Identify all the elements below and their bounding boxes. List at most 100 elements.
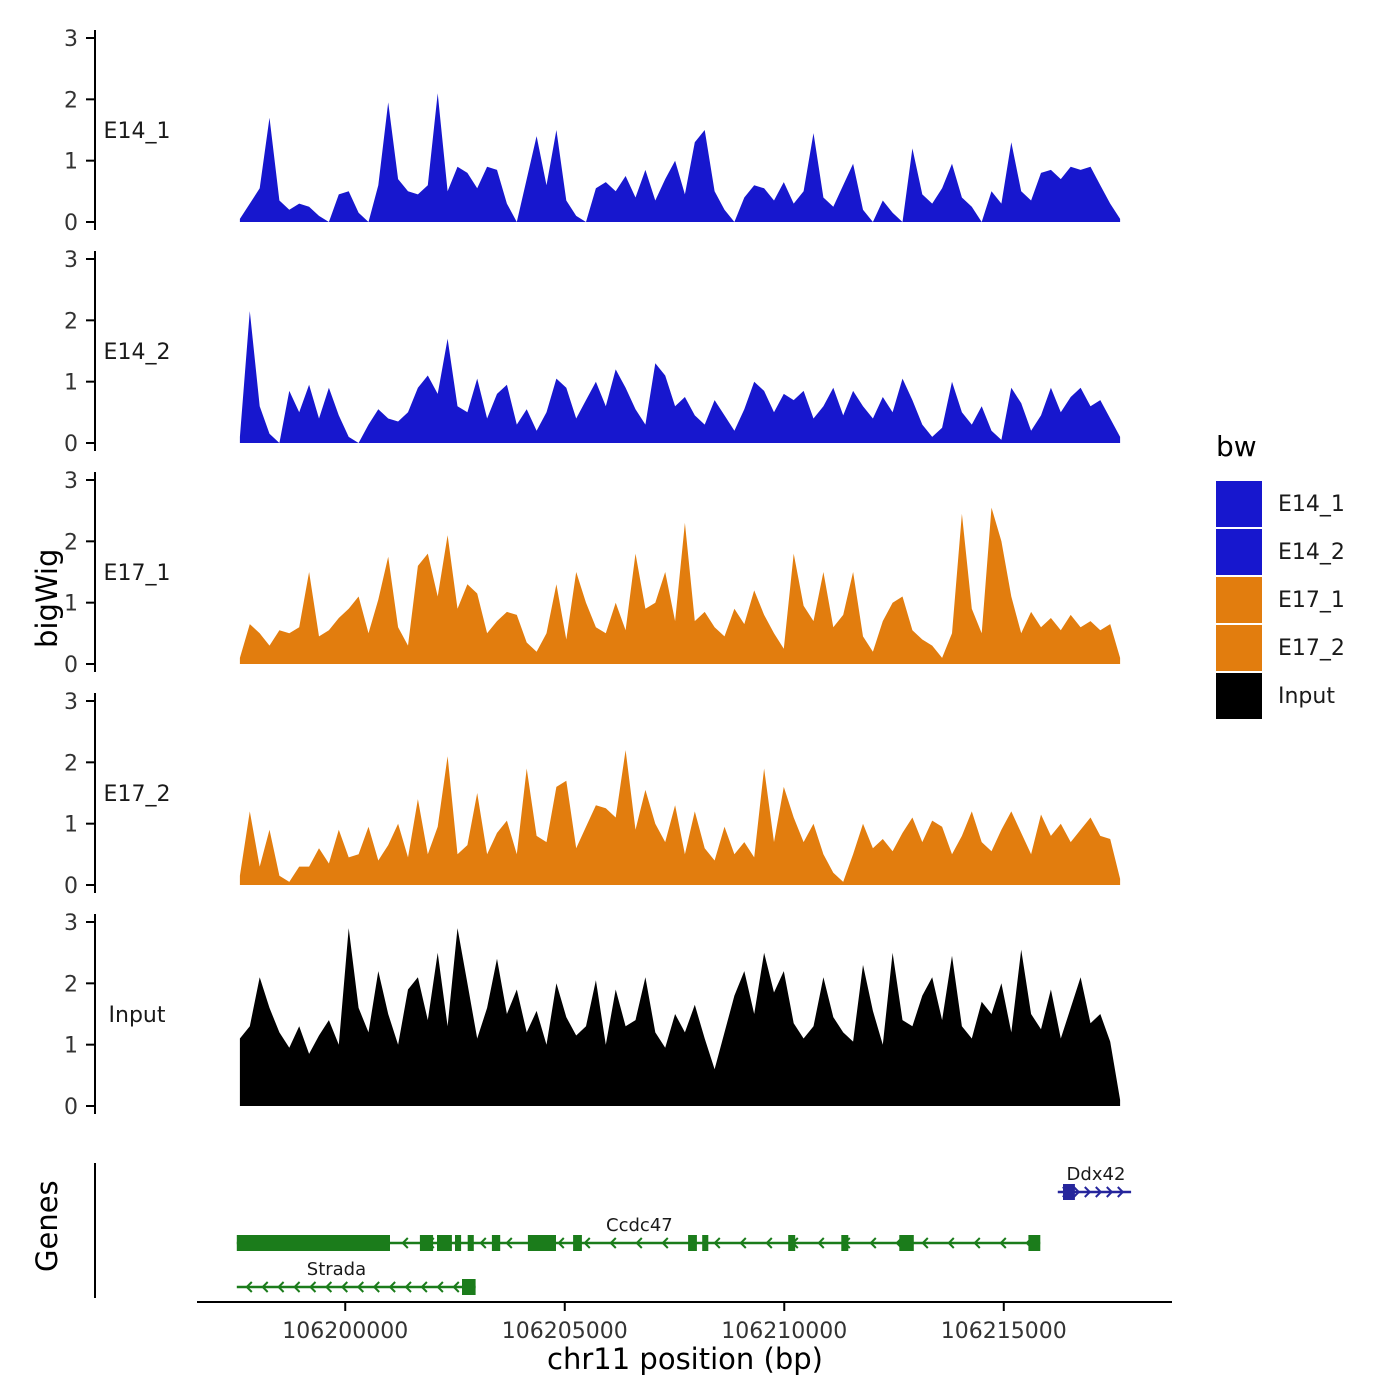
signal-area-E17_1: [239, 507, 1121, 664]
x-tick-label: 106215000: [941, 1319, 1067, 1344]
strand-arrow-icon: [388, 1281, 396, 1293]
gene-name-Ccdc47: Ccdc47: [606, 1215, 673, 1236]
y-tick-label: 2: [64, 751, 78, 776]
strand-arrow-icon: [436, 1281, 444, 1293]
y-tick-label: 0: [64, 653, 78, 678]
y-tick-label: 3: [64, 27, 78, 52]
legend-entry-E14_2: E14_2: [1216, 529, 1345, 575]
gene-Ccdc47: Ccdc47: [236, 1215, 1041, 1251]
legend-label: E14_1: [1278, 491, 1345, 517]
strand-arrow-icon: [635, 1237, 643, 1249]
gene-exon: [419, 1235, 434, 1251]
strand-arrow-icon: [401, 1237, 409, 1249]
strand-arrow-icon: [277, 1281, 285, 1293]
strand-arrow-icon: [713, 1237, 721, 1249]
strand-arrow-icon: [372, 1281, 380, 1293]
legend-swatch: [1216, 577, 1262, 623]
signal-area-E14_2: [239, 311, 1121, 443]
legend-entry-E14_1: E14_1: [1216, 481, 1345, 527]
track-E14_2: 0 1 2 3 E14_2: [64, 248, 1121, 457]
genes-panel-title: Genes: [30, 1180, 64, 1272]
signal-area-E17_2: [239, 750, 1121, 885]
strand-arrow-icon: [921, 1237, 929, 1249]
legend-label: Input: [1278, 683, 1335, 709]
x-axis: 106200000 106205000 106210000 106215000: [197, 1301, 1172, 1344]
y-tick-label: 0: [64, 432, 78, 457]
strand-arrow-icon: [356, 1281, 365, 1293]
strand-arrow-icon: [309, 1281, 317, 1293]
strand-arrow-icon: [1073, 1186, 1081, 1198]
y-tick-label: 3: [64, 248, 78, 273]
strand-arrow-icon: [245, 1281, 253, 1293]
gene-exon: [899, 1235, 914, 1251]
strand-arrow-icon: [999, 1237, 1007, 1249]
strand-arrow-icon: [609, 1237, 617, 1249]
strand-arrow-icon: [1084, 1186, 1092, 1198]
strand-arrow-icon: [479, 1237, 487, 1249]
gene-exon: [236, 1235, 390, 1251]
strand-arrow-icon: [947, 1237, 955, 1249]
gene-exon: [702, 1235, 709, 1251]
y-tick-label: 3: [64, 911, 78, 936]
legend-entry-E17_1: E17_1: [1216, 577, 1345, 623]
legend-entry-E17_2: E17_2: [1216, 625, 1345, 671]
gene-exon: [491, 1235, 501, 1251]
gene-exon: [688, 1235, 697, 1251]
strand-arrow-icon: [817, 1237, 825, 1249]
y-axis-title: bigWig: [30, 548, 64, 648]
y-tick-label: 3: [64, 469, 78, 494]
track-E17_1: 0 1 2 3 E17_1: [64, 469, 1121, 678]
y-tick-label: 1: [64, 813, 78, 838]
legend-label: E17_2: [1278, 635, 1345, 661]
strand-arrow-icon: [661, 1237, 669, 1249]
strand-arrow-icon: [420, 1281, 428, 1293]
x-tick-label: 106210000: [721, 1319, 847, 1344]
legend-entry-Input: Input: [1216, 673, 1345, 719]
genes-panel: Ddx42 Ccdc47 Strada: [94, 1163, 1132, 1298]
gene-exon: [462, 1279, 476, 1295]
y-tick-label: 2: [64, 88, 78, 113]
y-tick-label: 0: [64, 1095, 78, 1120]
legend-label: E14_2: [1278, 539, 1345, 565]
legend-swatch: [1216, 529, 1262, 575]
track-label-E17_2: E17_2: [104, 782, 171, 807]
track-label-Input: Input: [109, 1003, 166, 1028]
strand-arrow-icon: [739, 1237, 747, 1249]
legend-swatch: [1216, 673, 1262, 719]
y-tick-label: 0: [64, 874, 78, 899]
gene-exon: [788, 1235, 796, 1251]
gene-exon: [527, 1235, 556, 1251]
strand-arrow-icon: [1106, 1186, 1114, 1198]
track-label-E14_1: E14_1: [104, 119, 171, 144]
strand-arrow-icon: [324, 1281, 333, 1293]
signal-area-E14_1: [239, 93, 1121, 222]
legend-entries: E14_1 E14_2 E17_1 E17_2 Input: [1216, 481, 1345, 719]
strand-arrow-icon: [973, 1237, 981, 1249]
gene-exon: [455, 1235, 462, 1251]
y-tick-label: 2: [64, 530, 78, 555]
gene-exon: [841, 1235, 849, 1251]
strand-arrow-icon: [557, 1237, 565, 1249]
track-E14_1: 0 1 2 3 E14_1: [64, 27, 1121, 236]
gene-exon: [1063, 1184, 1075, 1200]
track-label-E17_1: E17_1: [104, 561, 171, 586]
legend-swatch: [1216, 481, 1262, 527]
legend: bw E14_1 E14_2 E17_1 E17_2 Input: [1216, 430, 1345, 721]
legend-swatch: [1216, 625, 1262, 671]
gene-exon: [1028, 1235, 1041, 1251]
gene-exon: [573, 1235, 582, 1251]
strand-arrow-icon: [869, 1237, 877, 1249]
y-tick-label: 1: [64, 1034, 78, 1059]
y-tick-label: 3: [64, 690, 78, 715]
strand-arrow-icon: [1117, 1186, 1125, 1198]
strand-arrow-icon: [261, 1281, 269, 1293]
y-tick-label: 1: [64, 150, 78, 175]
track-Input: 0 1 2 3 Input: [64, 911, 1121, 1120]
strand-arrow-icon: [452, 1281, 460, 1293]
legend-label: E17_1: [1278, 587, 1345, 613]
track-E17_2: 0 1 2 3 E17_2: [64, 690, 1121, 899]
y-tick-label: 1: [64, 371, 78, 396]
gene-exon: [437, 1235, 452, 1251]
strand-arrow-icon: [293, 1281, 301, 1293]
